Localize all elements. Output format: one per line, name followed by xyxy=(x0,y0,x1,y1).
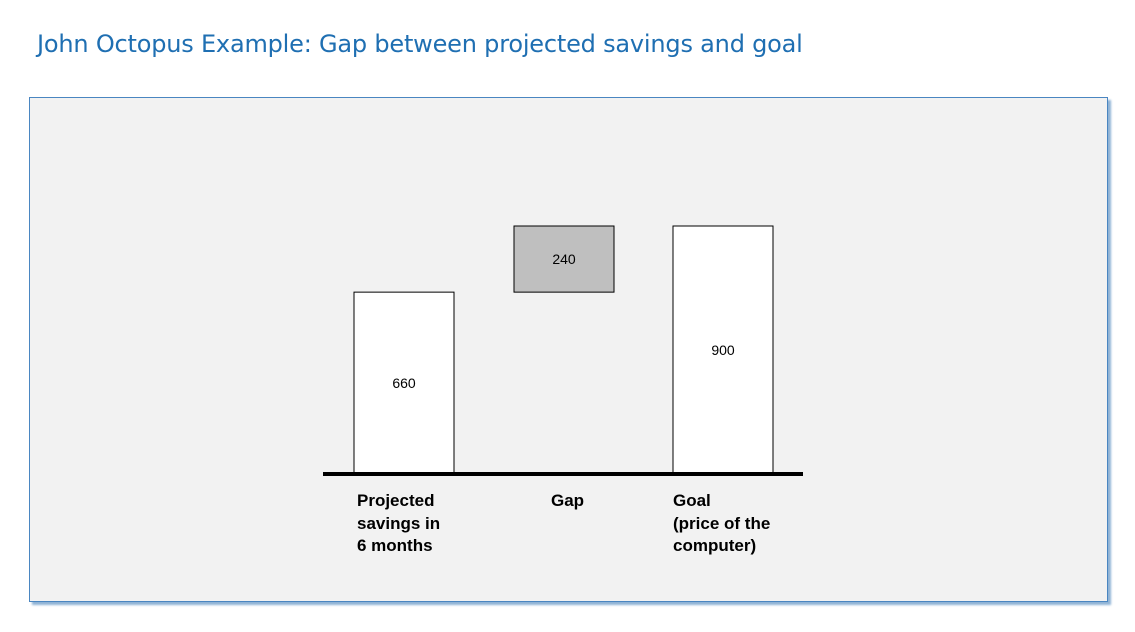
data-label-gap: 240 xyxy=(552,251,576,267)
data-label-goal: 900 xyxy=(711,342,735,358)
bar-goal xyxy=(672,225,774,475)
bar-projected-savings xyxy=(353,291,455,475)
chart-panel: 660 240 900 Projected savings in 6 months G… xyxy=(29,97,1108,602)
waterfall-chart: 660 240 900 xyxy=(323,225,803,476)
data-label-projected-savings: 660 xyxy=(392,375,416,391)
bar-gap xyxy=(513,225,615,293)
category-label-projected-savings: Projected savings in 6 months xyxy=(357,491,441,555)
category-label-goal: Goal (price of the computer) xyxy=(673,491,771,555)
category-label-gap: Gap xyxy=(551,491,585,510)
page-title: John Octopus Example: Gap between projec… xyxy=(37,30,803,58)
